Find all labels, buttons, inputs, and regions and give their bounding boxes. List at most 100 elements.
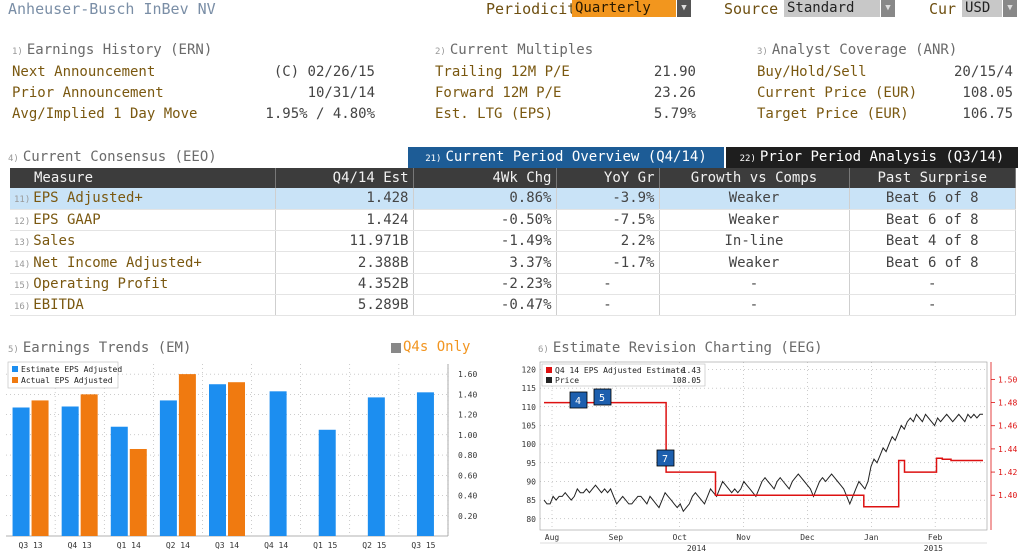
measure-cell: 12) EPS GAAP [10,209,276,232]
table-row[interactable]: 16) EBITDA 5.289B -0.47% - - - [10,294,1016,317]
col-past-surprise[interactable]: Past Surprise [849,168,1016,188]
table-row[interactable]: 12) EPS GAAP 1.424 -0.50% -7.5% Weaker Be… [10,209,1016,232]
comps-cell: In-line [659,230,850,253]
marker-7[interactable] [656,449,675,467]
revision-year-label: 2015 [924,544,943,552]
table-row[interactable]: 11) EPS Adjusted+ 1.428 0.86% -3.9% Weake… [10,188,1016,210]
yoy-cell: -1.7% [556,251,660,274]
estimate-cell: 1.428 [275,188,414,210]
bar-y-tick-label: 1.60 [458,370,477,379]
table-row[interactable]: 14) Net Income Adjusted+ 2.388B 3.37% -1.… [10,251,1016,274]
source-select[interactable]: Standard [784,0,880,17]
bar-estimate[interactable] [367,397,385,536]
bar-estimate[interactable] [209,384,226,536]
forward-pe-label: Forward 12M P/E [435,85,562,101]
bar-actual[interactable] [31,400,49,536]
currency-select[interactable]: USD [962,0,1002,17]
earnings-trends-title[interactable]: 5) Earnings Trends (EM) [8,340,192,356]
bar-y-tick-label: 1.00 [458,431,477,440]
revision-legend-box [541,363,706,387]
est-ltg-value: 5.79% [653,106,696,122]
tab-current-period[interactable]: 21) Current Period Overview (Q4/14) [408,147,724,168]
analyst-coverage-title[interactable]: 3) Analyst Coverage (ANR) [757,42,958,58]
revision-right-ticks: 1.40 1.42 1.44 1.46 1.48 1.50 [990,362,1017,530]
revision-x-tick-label: Nov [736,533,751,542]
bar-y-tick-label: 0.40 [458,492,477,501]
bar-estimate[interactable] [61,406,79,536]
periodicity-select[interactable]: Quarterly [572,0,676,17]
yoy-cell: - [556,294,660,317]
tab-prior-period[interactable]: 22) Prior Period Analysis (Q3/14) [726,147,1018,168]
estimate-revision-title[interactable]: 6) Estimate Revision Charting (EEG) [538,340,823,356]
chg-cell: -2.23% [413,273,557,295]
yoy-cell: - [556,273,660,295]
table-row[interactable]: 15) Operating Profit 4.352B -2.23% - - - [10,273,1016,295]
yoy-cell: 2.2% [556,230,660,253]
surprise-cell: - [849,273,1016,295]
day-move-label: Avg/Implied 1 Day Move [12,106,198,122]
comps-cell: Weaker [659,188,850,210]
bar-x-tick-label: Q3 14 [215,541,239,550]
chevron-down-icon[interactable]: ▼ [881,0,895,17]
legend-box [7,361,119,389]
legend-estimate-name: Q4 14 EPS Adjusted Estimate [555,366,685,375]
consensus-table: Measure Q4/14 Est 4Wk Chg YoY Gr Growth … [10,168,1016,317]
revision-right-tick-label: 1.44 [998,445,1017,454]
earnings-history-title[interactable]: 1) Earnings History (ERN) [12,42,213,58]
q4s-only-checkbox[interactable] [391,343,401,353]
bar-actual[interactable] [178,374,196,536]
col-measure[interactable]: Measure [10,168,276,188]
prior-announcement-value: 10/31/14 [307,85,375,101]
current-multiples-title[interactable]: 2) Current Multiples [435,42,594,58]
col-4wk-chg[interactable]: 4Wk Chg [413,168,557,188]
yoy-cell: -3.9% [556,188,660,210]
surprise-cell: Beat 6 of 8 [849,188,1016,210]
estimate-line [544,401,983,508]
revision-left-ticks: 80 85 90 95 100 105 110 115 120 [522,365,537,523]
bar-y-tick-label: 1.40 [458,390,477,399]
bar-y-tick-label: 0.20 [458,512,477,521]
currency-label: Cur [929,0,957,18]
marker-5[interactable] [593,388,612,406]
bar-marks [12,374,434,536]
col-estimate[interactable]: Q4/14 Est [275,168,414,188]
revision-markers[interactable]: 4 5 7 [569,388,675,467]
current-price-value: 108.05 [962,85,1013,101]
chevron-down-icon[interactable]: ▼ [677,0,691,17]
bar-estimate[interactable] [110,426,128,536]
bar-x-tick-label: Q1 14 [117,541,141,550]
table-row[interactable]: 13) Sales 11.971B -1.49% 2.2% In-line Bea… [10,230,1016,253]
estimate-revision-chart: 80 85 90 95 100 105 110 115 120 1.40 1.42 1.44 1.46… [522,361,1017,552]
current-consensus-title[interactable]: 4) Current Consensus (EEO) [8,149,217,165]
bar-estimate[interactable] [318,429,336,536]
bar-x-tick-label: Q4 14 [264,541,288,550]
q4s-only-label: Q4s Only [403,339,471,355]
revision-right-tick-label: 1.40 [998,491,1017,500]
revision-x-tick-label: Oct [672,533,687,542]
bar-estimate[interactable] [269,391,287,536]
bar-x-tick-label: Q2 15 [362,541,386,550]
bar-actual[interactable] [228,382,245,536]
marker-4-label: 4 [575,396,581,407]
bar-estimate[interactable] [159,400,177,536]
price-line [543,413,983,513]
measure-cell: 11) EPS Adjusted+ [10,188,276,210]
bar-estimate[interactable] [12,407,30,536]
estimate-cell: 5.289B [275,294,414,317]
surprise-cell: Beat 6 of 8 [849,209,1016,232]
prior-announcement-label: Prior Announcement [12,85,164,101]
marker-4[interactable] [569,391,588,409]
revision-grid [540,362,987,530]
col-yoy-gr[interactable]: YoY Gr [556,168,660,188]
trailing-pe-value: 21.90 [653,64,696,80]
estimate-cell: 2.388B [275,251,414,274]
col-growth-vs-comps[interactable]: Growth vs Comps [659,168,850,188]
measure-cell: 15) Operating Profit [10,273,276,295]
legend-swatch-estimate [12,366,18,372]
bar-estimate[interactable] [416,392,434,536]
revision-x-ticks: Aug Sep Oct Nov Dec Jan Feb 2014 2015 [540,533,987,552]
chevron-down-icon[interactable]: ▼ [1003,0,1017,17]
bar-x-tick-label: Q2 14 [166,541,190,550]
bar-actual[interactable] [80,394,98,536]
bar-actual[interactable] [129,448,147,536]
